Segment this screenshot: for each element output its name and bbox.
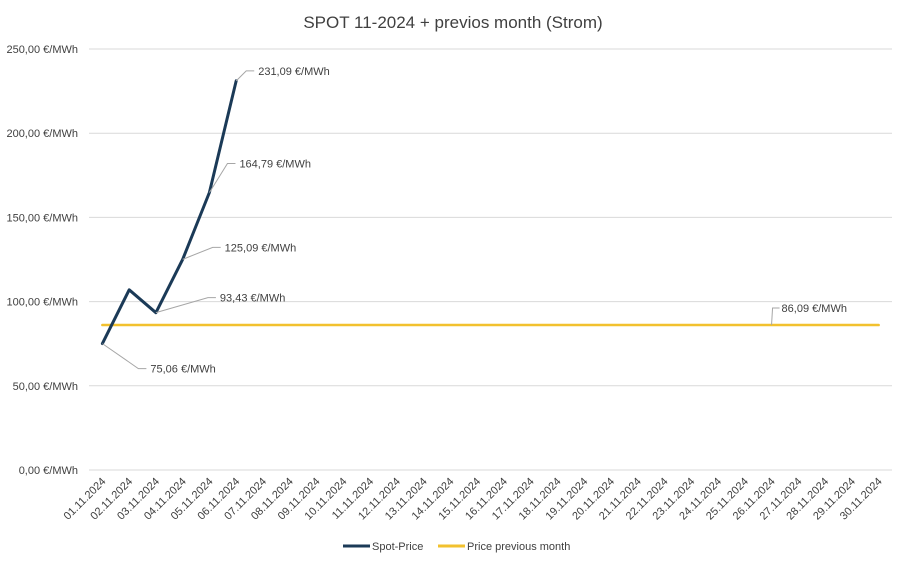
data-label-leader [182,246,221,260]
data-label: 125,09 €/MWh [225,242,297,254]
data-label: 164,79 €/MWh [239,158,311,170]
y-tick-label: 0,00 €/MWh [19,465,78,477]
data-label-leader [235,70,255,82]
gridlines [89,48,892,471]
chart-title: SPOT 11-2024 + previos month (Strom) [303,13,602,32]
data-label: 75,06 €/MWh [150,364,215,376]
data-label: 231,09 €/MWh [258,66,330,78]
series-lines [100,79,880,346]
data-label: 93,43 €/MWh [220,293,285,305]
y-axis-ticks: 0,00 €/MWh 50,00 €/MWh 100,00 €/MWh 150,00 … [6,44,78,477]
legend-label: Spot-Price [372,541,423,553]
y-tick-label: 200,00 €/MWh [6,128,78,140]
y-tick-label: 250,00 €/MWh [6,44,78,56]
data-label-leader [102,343,147,370]
legend: Spot-Price Price previous month [343,541,570,553]
data-label-leader [771,307,780,326]
data-label-leader [209,162,236,193]
y-tick-label: 100,00 €/MWh [6,297,78,309]
series-line-spot-price [100,79,238,346]
x-axis-ticks: 01.11.202402.11.202403.11.202404.11.2024… [62,476,885,523]
data-label: 86,09 €/MWh [782,303,847,315]
data-label-leader [155,297,216,314]
data-labels: 75,06 €/MWh 93,43 €/MWh 125,09 €/MWh 164,79… [102,66,847,376]
y-tick-label: 150,00 €/MWh [6,212,78,224]
legend-label: Price previous month [467,541,570,553]
y-tick-label: 50,00 €/MWh [13,381,78,393]
